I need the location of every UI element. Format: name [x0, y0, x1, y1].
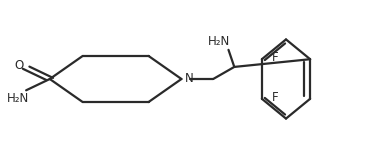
Text: F: F: [271, 51, 278, 64]
Text: H₂N: H₂N: [7, 92, 30, 105]
Text: H₂N: H₂N: [208, 35, 230, 48]
Text: F: F: [271, 91, 278, 104]
Text: O: O: [14, 59, 24, 72]
Text: N: N: [184, 73, 193, 85]
